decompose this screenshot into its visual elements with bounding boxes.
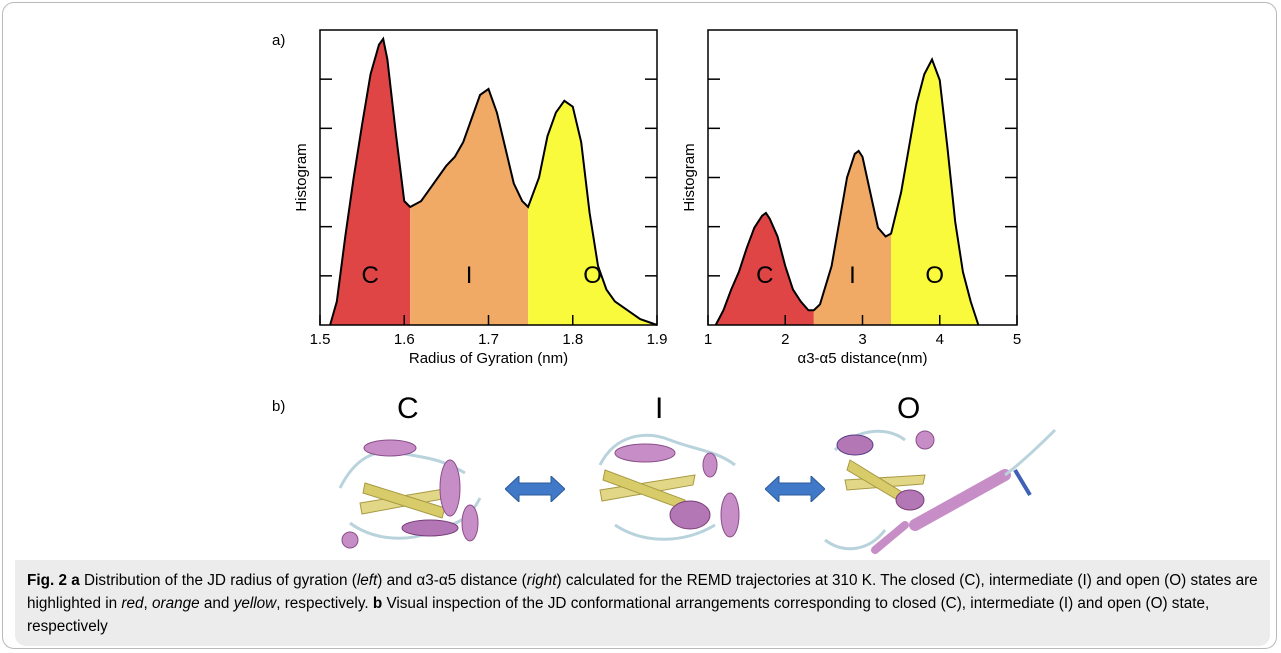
region-label: C	[756, 262, 773, 289]
panel-label-b: b)	[272, 398, 286, 415]
caption-text: Distribution of the JD radius of gyratio…	[79, 572, 357, 589]
alpha3-alpha5-distance-histogram: C I O 1 2 3 4 5 α3-α5 distance(nm) Histogram	[681, 29, 1021, 367]
region-label: O	[925, 262, 944, 289]
caption-part-a: a	[71, 572, 80, 589]
x-tick-label: 1.9	[647, 331, 668, 348]
structure-label-closed: C	[397, 392, 419, 425]
double-arrow-intermediate-open	[765, 476, 825, 502]
caption-text: Visual inspection of the JD conformation…	[27, 595, 1210, 635]
protein-structure-open	[824, 428, 1057, 554]
region-c	[330, 38, 411, 325]
caption-text: ,	[143, 595, 153, 612]
x-axis-label: Radius of Gyration (nm)	[409, 350, 568, 367]
caption-text: and	[199, 595, 234, 612]
caption-fig-label: Fig. 2	[27, 572, 67, 589]
x-tick-label: 1.8	[562, 331, 583, 348]
x-tick-label: 1.7	[478, 331, 499, 348]
series-line	[714, 57, 980, 326]
x-tick-label: 1.5	[310, 331, 331, 348]
panel-label-a: a)	[272, 32, 286, 49]
region-label: C	[361, 262, 378, 289]
x-tick-label: 1.6	[394, 331, 415, 348]
region-label: O	[583, 262, 602, 289]
region-c	[715, 212, 814, 325]
region-o	[528, 100, 657, 325]
caption-yellow: yellow	[233, 595, 277, 612]
caption-text: ) calculated for the REMD trajectories a…	[27, 572, 1258, 612]
region-i	[813, 150, 892, 325]
structure-label-intermediate: I	[655, 392, 664, 425]
caption-left: left	[356, 572, 378, 589]
caption-right: right	[526, 572, 557, 589]
caption-text: ) and α3-α5 distance (	[377, 572, 527, 589]
caption-part-b: b	[372, 595, 383, 612]
caption-orange: orange	[152, 595, 200, 612]
x-axis-label: α3-α5 distance(nm)	[798, 350, 928, 367]
radius-of-gyration-histogram: C I O 1.5 1.6 1.7 1.8 1.9 Radius of Gyration (nm…	[293, 29, 668, 367]
protein-structure-closed	[338, 439, 482, 549]
region-label: I	[849, 262, 856, 289]
double-arrow-closed-intermediate	[505, 476, 565, 502]
y-axis-label: Histogram	[293, 143, 310, 211]
structure-label-open: O	[897, 392, 921, 425]
x-tick-label: 4	[936, 331, 944, 348]
protein-structure-intermediate	[598, 433, 740, 541]
caption-red: red	[121, 595, 144, 612]
x-tick-label: 2	[781, 331, 789, 348]
x-tick-label: 3	[858, 331, 866, 348]
region-i	[410, 89, 529, 325]
x-tick-label: 5	[1013, 331, 1021, 348]
region-label: I	[466, 262, 473, 289]
figure-caption: Fig. 2 a Distribution of the JD radius o…	[15, 560, 1270, 646]
caption-text: , respectively.	[276, 595, 373, 612]
x-tick-label: 1	[704, 331, 712, 348]
series-line	[329, 36, 658, 326]
y-axis-label: Histogram	[681, 143, 698, 211]
